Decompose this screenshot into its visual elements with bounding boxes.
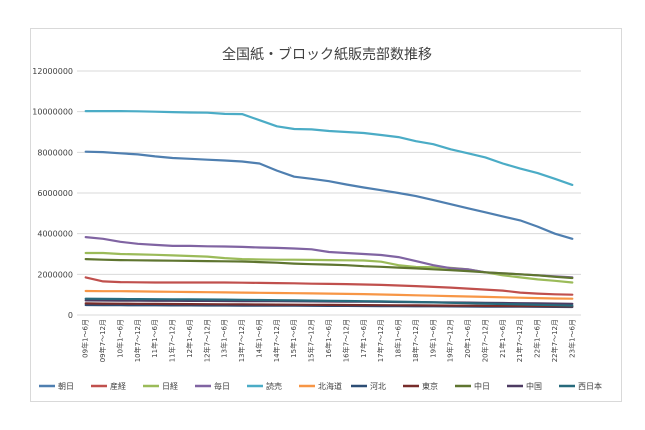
legend-label: 東京 [422, 381, 438, 391]
y-tick-label: 8000000 [37, 148, 73, 157]
x-tick-label: 19年7～12月 [446, 319, 455, 362]
x-tick-label: 22年1～6月 [533, 319, 542, 358]
legend-label: 中日 [474, 381, 490, 391]
plot-area [84, 109, 574, 309]
x-tick-label: 22年7～12月 [550, 319, 559, 362]
x-tick-label: 10年7～12月 [133, 319, 142, 362]
x-tick-label: 14年1～6月 [254, 319, 263, 358]
x-tick-label: 11年1～6月 [150, 319, 159, 358]
legend-label: 産経 [110, 381, 126, 391]
series-line-産経 [84, 276, 574, 296]
x-tick-label: 16年1～6月 [324, 319, 333, 358]
series-line-東京 [84, 302, 574, 308]
chart: 全国紙・ブロック紙販売部数推移 0 2000000 4000000 6000000 80… [32, 46, 602, 391]
series-line-朝日 [84, 150, 574, 240]
x-tick-label: 09年7～12月 [98, 319, 107, 362]
chart-frame: 全国紙・ブロック紙販売部数推移 0 2000000 4000000 6000000 80… [30, 28, 622, 402]
legend-label: 毎日 [214, 381, 230, 391]
x-tick-label: 21年1～6月 [498, 319, 507, 358]
legend-label: 中国 [526, 381, 542, 391]
x-tick-label: 15年1～6月 [289, 319, 298, 358]
legend-label: 読売 [266, 381, 282, 391]
y-tick-label: 0 [68, 311, 73, 320]
x-tick-label: 11年7～12月 [168, 319, 177, 362]
x-tick-label: 10年1～6月 [115, 319, 124, 358]
y-tick-label: 6000000 [37, 189, 73, 198]
x-tick-label: 09年1～6月 [81, 319, 90, 358]
x-tick-label: 20年7～12月 [480, 319, 489, 362]
legend-label: 西日本 [578, 381, 602, 391]
series-line-中日 [84, 258, 574, 280]
x-tick-label: 21年7～12月 [515, 319, 524, 362]
legend-label: 朝日 [58, 382, 74, 391]
y-tick-label: 4000000 [37, 230, 73, 239]
x-tick-label: 18年7～12月 [411, 319, 420, 362]
x-tick-label: 20年1～6月 [463, 319, 472, 358]
x-tick-label: 16年7～12月 [341, 319, 350, 362]
x-tick-label: 14年7～12月 [272, 319, 281, 362]
x-tick-label: 15年7～12月 [307, 319, 316, 362]
y-tick-label: 2000000 [37, 270, 73, 279]
chart-title: 全国紙・ブロック紙販売部数推移 [222, 46, 432, 63]
legend-label: 日経 [162, 381, 178, 391]
x-tick-label: 13年1～6月 [220, 319, 229, 358]
x-axis: 09年1～6月 09年7～12月 10年1～6月 10年7～12月 11年1～6月 11年… [81, 319, 577, 362]
x-tick-label: 19年1～6月 [428, 319, 437, 358]
x-tick-label: 12年7～12月 [202, 319, 211, 362]
x-tick-label: 13年7～12月 [237, 319, 246, 362]
series-line-毎日 [84, 236, 574, 279]
series-line-西日本 [84, 297, 574, 307]
legend-label: 北海道 [318, 381, 342, 391]
series-line-読売 [84, 109, 574, 186]
y-tick-label: 12000000 [32, 67, 73, 76]
y-axis: 0 2000000 4000000 6000000 8000000 10000000 120… [32, 67, 73, 320]
x-tick-label: 17年7～12月 [376, 319, 385, 362]
legend: 朝日 産経 日経 毎日 読売 北海道 河北 東京 中日 中国 西日本 [39, 381, 602, 391]
y-tick-label: 10000000 [32, 108, 73, 117]
x-tick-label: 12年1～6月 [185, 319, 194, 358]
series-line-日経 [84, 251, 574, 284]
legend-label: 河北 [370, 381, 386, 391]
series-line-北海道 [84, 289, 574, 300]
gridlines [77, 70, 581, 316]
x-tick-label: 23年1～6月 [567, 319, 576, 358]
x-tick-label: 17年1～6月 [359, 319, 368, 358]
x-tick-label: 18年1～6月 [394, 319, 403, 358]
